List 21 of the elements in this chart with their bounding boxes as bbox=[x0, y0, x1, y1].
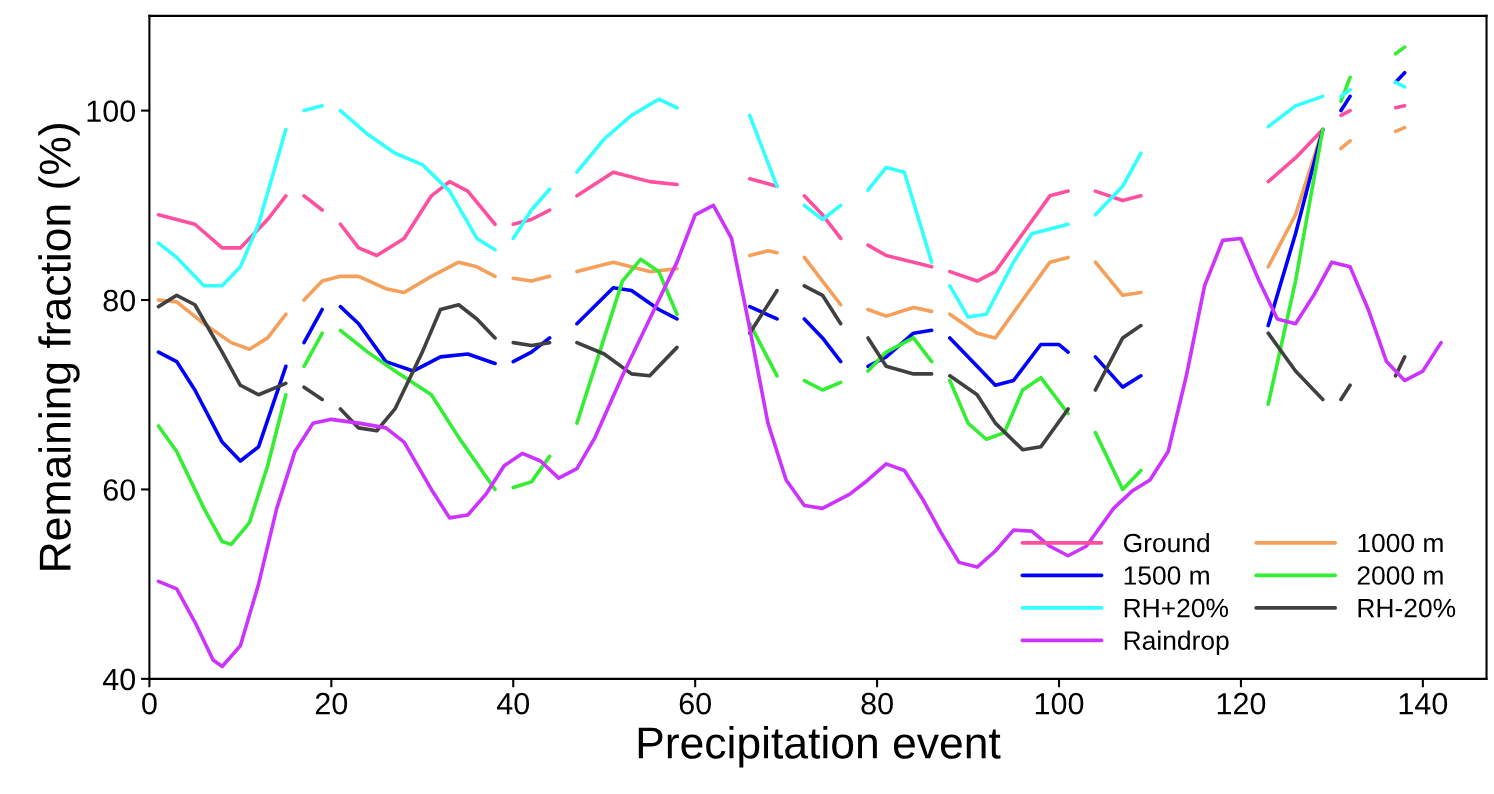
y-axis-title: Remaining fraction (%) bbox=[38, 124, 80, 570]
legend-label: RH+20% bbox=[1124, 598, 1229, 618]
x-tick-label: 80 bbox=[861, 692, 893, 715]
x-tick-label: 120 bbox=[1217, 692, 1266, 715]
legend-label: 1000 m bbox=[1358, 533, 1443, 553]
legend-label: Ground bbox=[1123, 532, 1209, 553]
y-tick-label: 60 bbox=[103, 479, 136, 501]
y-tick-label: 80 bbox=[103, 289, 136, 312]
x-tick-label: 40 bbox=[496, 692, 530, 715]
x-axis-title: Precipitation event bbox=[638, 726, 1001, 768]
x-tick-label: 0 bbox=[142, 692, 157, 715]
x-tick-label: 20 bbox=[315, 692, 348, 715]
x-tick-label: 140 bbox=[1399, 692, 1448, 715]
legend-label: Raindrop bbox=[1124, 630, 1229, 656]
legend-label: 2000 m bbox=[1357, 566, 1443, 585]
y-tick-label: 40 bbox=[102, 668, 136, 691]
legend-label: RH-20% bbox=[1358, 598, 1456, 618]
x-tick-label: 60 bbox=[679, 692, 711, 715]
legend-label: 1500 m bbox=[1124, 566, 1209, 585]
x-tick-label: 100 bbox=[1035, 692, 1084, 715]
y-tick-label: 100 bbox=[87, 100, 136, 122]
